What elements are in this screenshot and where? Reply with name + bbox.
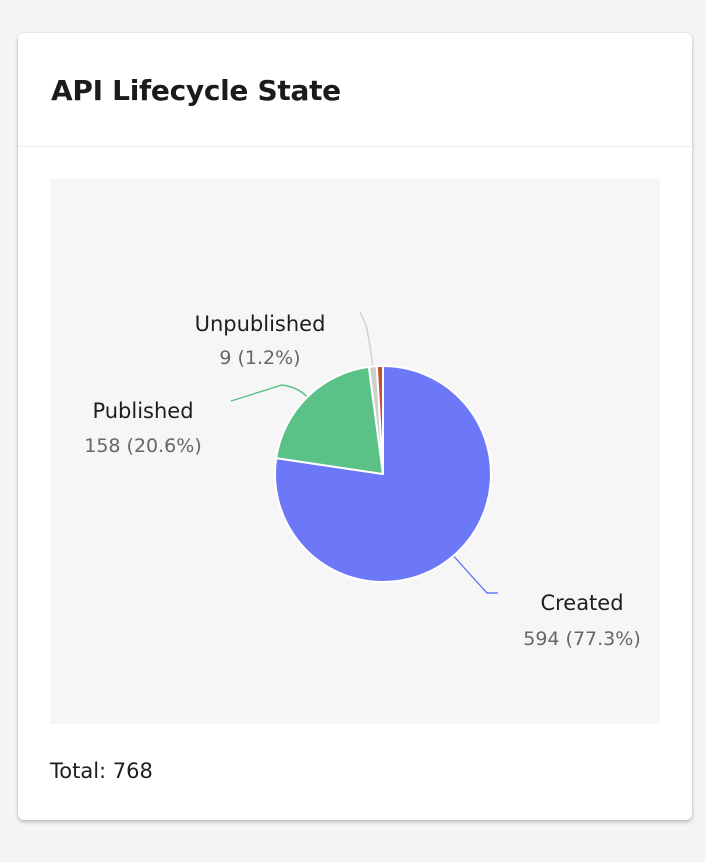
leader-line-unpublished (359, 311, 374, 366)
leader-line-published (230, 384, 308, 402)
pie-slice-created[interactable] (274, 365, 492, 583)
leader-lines (230, 311, 498, 594)
slice-value-created: 594 (77.3%) (523, 628, 641, 650)
leader-line-created (453, 556, 498, 594)
pie-slice-published[interactable] (275, 365, 384, 475)
pie-slices (274, 365, 492, 583)
pie-chart: Unpublished 9 (1.2%) Published 158 (20.6… (50, 179, 660, 724)
slice-value-unpublished: 9 (1.2%) (219, 347, 300, 369)
slice-label-created: Created (540, 591, 623, 615)
card-title: API Lifecycle State (51, 74, 341, 107)
slice-label-unpublished: Unpublished (195, 312, 326, 336)
slice-value-published: 158 (20.6%) (84, 435, 202, 457)
slice-label-published: Published (92, 399, 193, 423)
total-count: Total: 768 (50, 759, 153, 783)
pie-slice-other[interactable] (375, 365, 384, 475)
pie-chart-svg: Unpublished 9 (1.2%) Published 158 (20.6… (84, 311, 641, 650)
card-header: API Lifecycle State (18, 33, 692, 147)
lifecycle-card: API Lifecycle State Unpublished 9 (1.2%)… (18, 33, 692, 820)
